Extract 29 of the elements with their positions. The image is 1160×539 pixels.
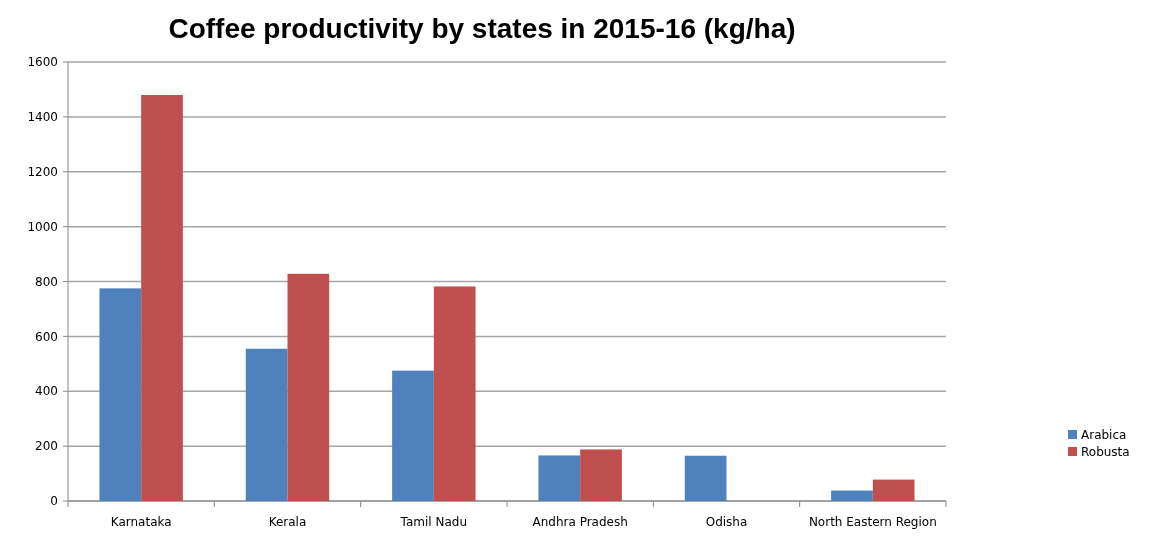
y-tick-label: 1400 bbox=[27, 110, 58, 125]
legend-label: Arabica bbox=[1081, 428, 1127, 443]
x-tick-label: Tamil Nadu bbox=[399, 515, 468, 529]
x-tick-label: Andhra Pradesh bbox=[532, 515, 628, 529]
bar bbox=[245, 348, 288, 501]
y-tick-label: 200 bbox=[35, 439, 58, 454]
bar bbox=[580, 449, 622, 501]
bar bbox=[872, 479, 915, 501]
x-tick-label: North Eastern Region bbox=[808, 515, 937, 529]
x-tick-label: Kerala bbox=[268, 515, 307, 529]
x-tick-label: Odisha bbox=[705, 515, 748, 529]
y-tick-label: 1200 bbox=[27, 164, 58, 179]
y-tick-label: 600 bbox=[35, 329, 58, 344]
y-tick-label: 400 bbox=[35, 384, 58, 399]
y-tick-label: 1600 bbox=[27, 55, 58, 70]
bar bbox=[287, 273, 330, 501]
bar bbox=[392, 370, 434, 501]
legend-label: Robusta bbox=[1081, 445, 1130, 460]
bar bbox=[99, 288, 142, 501]
bar bbox=[433, 286, 476, 501]
bar bbox=[538, 455, 581, 501]
bar bbox=[684, 455, 727, 501]
y-tick-label: 800 bbox=[35, 274, 58, 289]
bar bbox=[141, 94, 183, 501]
bar bbox=[831, 490, 873, 501]
x-tick-label: Karnataka bbox=[110, 515, 172, 529]
y-tick-label: 0 bbox=[50, 494, 58, 509]
chart-title: Coffee productivity by states in 2015-16 (kg/ha) bbox=[168, 13, 796, 44]
y-tick-label: 1000 bbox=[27, 219, 58, 234]
